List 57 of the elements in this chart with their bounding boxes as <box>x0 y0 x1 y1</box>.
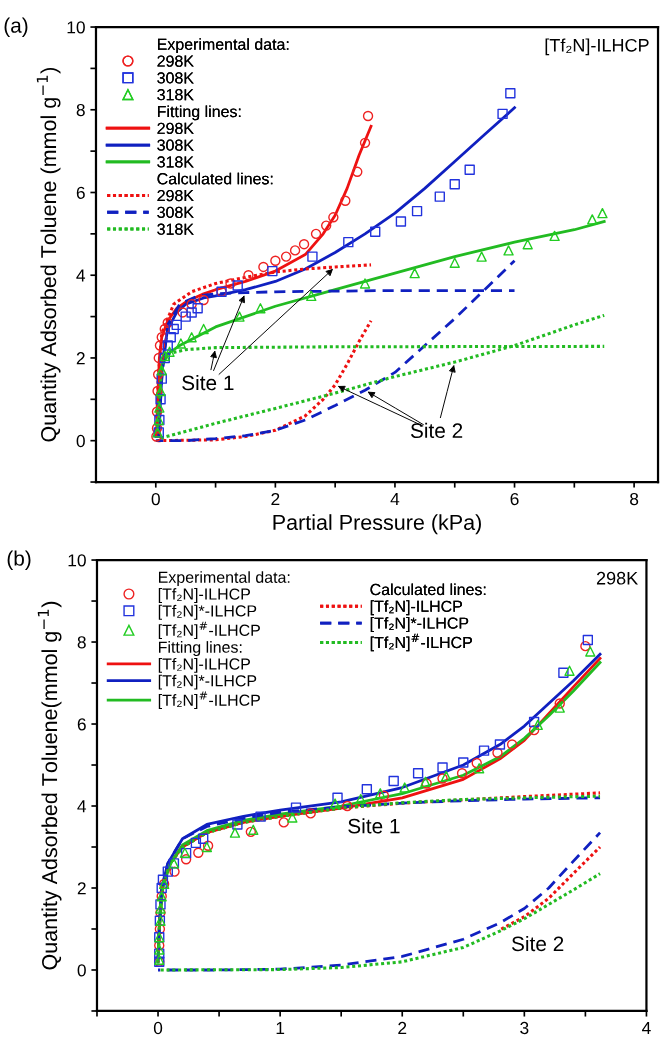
y-tick-label: 4 <box>77 800 87 813</box>
legend-label: 308K <box>157 139 194 151</box>
legend-label: 318K <box>157 89 194 101</box>
annotation: 298K <box>596 571 638 585</box>
y-tick-label: 8 <box>76 103 85 117</box>
y-tick-label: 6 <box>77 718 86 731</box>
legend-label: 318K <box>157 223 194 235</box>
x-tick-label: 4 <box>642 1022 651 1034</box>
annotation: Calculated lines: <box>157 172 273 185</box>
x-tick-label: 2 <box>398 1021 407 1034</box>
legend-label: [Tf₂N]-ILHCP <box>370 600 462 616</box>
x-tick-label: 0 <box>153 1021 163 1035</box>
annotation: Fitting lines: <box>157 105 241 121</box>
x-tick-label: 0 <box>151 492 160 506</box>
annotation: Site 1 <box>348 818 400 834</box>
x-axis-title: Partial Pressure (kPa) <box>273 514 481 535</box>
y-tick-label: 2 <box>76 352 85 365</box>
y-tick-label: 0 <box>76 434 85 448</box>
annotation: Calculated lines: <box>370 583 486 596</box>
chart-title: (b) <box>7 550 31 570</box>
x-tick-label: 6 <box>510 492 519 506</box>
x-tick-label: 4 <box>390 493 400 506</box>
x-tick-label: 8 <box>630 492 639 506</box>
annotation: Fitting lines: <box>158 641 242 657</box>
legend-label: [Tf₂N]*-ILHCP <box>158 674 257 690</box>
y-axis-title: Quantity Adsorbed Toluene(mmol g$^{−1}$) <box>37 601 62 970</box>
legend-label: 308K <box>157 72 194 84</box>
legend-label: 318K <box>157 156 194 168</box>
legend-label: 298K <box>157 189 194 202</box>
y-tick-label: 0 <box>77 964 86 977</box>
annotation: Site 1 <box>182 374 234 391</box>
y-tick-label: 8 <box>77 636 86 649</box>
legend-label: [Tf₂N]$^{#}$-ILHCP <box>158 691 260 709</box>
y-tick-label: 4 <box>76 269 86 282</box>
legend-label: [Tf₂N]$^{#}$-ILHCP <box>370 633 472 652</box>
annotation: Site 2 <box>410 422 463 439</box>
legend-label: 308K <box>157 206 194 219</box>
annotation: [Tf₂N]-ILHCP <box>545 38 649 56</box>
y-tick-label: 10 <box>67 21 85 34</box>
y-tick-label: 6 <box>76 186 85 199</box>
x-tick-label: 2 <box>271 492 280 506</box>
legend-label: 298K <box>157 122 194 134</box>
annotation: Experimental data: <box>157 38 289 54</box>
legend-label: [Tf₂N]-ILHCP <box>158 588 250 603</box>
annotation: Experimental data: <box>158 571 290 587</box>
chart-title: (a) <box>4 17 28 37</box>
x-tick-label: 3 <box>520 1021 529 1035</box>
y-tick-label: 10 <box>68 554 86 567</box>
y-axis-title: Quantity Adsorbed Toluene (mmol g$^{−1}$) <box>36 67 61 442</box>
legend-label: [Tf₂N]*-ILHCP <box>370 617 469 632</box>
legend-label: [Tf₂N]*-ILHCP <box>158 604 257 620</box>
legend-label: [Tf₂N]$^{#}$-ILHCP <box>158 621 260 640</box>
legend-label: 298K <box>157 55 194 67</box>
y-tick-label: 2 <box>77 882 86 895</box>
x-tick-label: 1 <box>276 1022 285 1034</box>
annotation: Site 2 <box>511 935 564 952</box>
legend-label: [Tf₂N]-ILHCP <box>158 657 250 673</box>
